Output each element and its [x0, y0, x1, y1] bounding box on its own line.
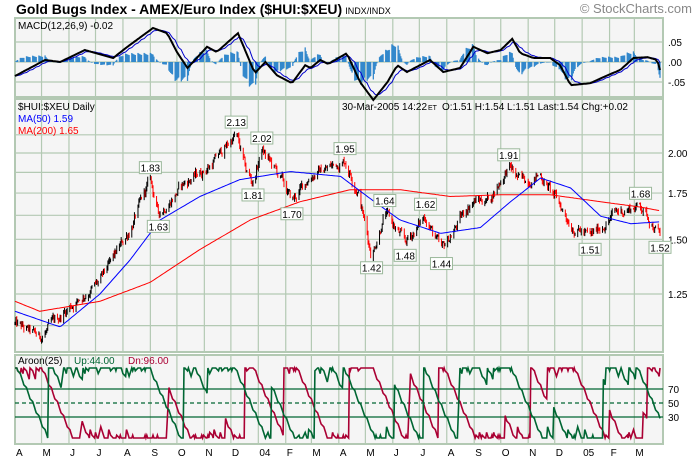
aroon-down-line — [15, 365, 661, 441]
ma50-line — [14, 171, 660, 328]
price-annotation-box — [578, 242, 602, 256]
month-label: A — [16, 448, 23, 459]
quote-timezone: ET — [428, 105, 438, 112]
ma50-label: MA(50) 1.59 — [18, 114, 73, 125]
price-annotation-box — [360, 261, 384, 275]
month-label: 04 — [259, 448, 271, 459]
month-label: J — [70, 448, 75, 459]
price-annotation-label: 1.95 — [335, 145, 355, 156]
price-annotation-label: 1.68 — [631, 189, 651, 200]
month-label: M — [635, 448, 643, 459]
price-annotation-label: 2.02 — [252, 134, 272, 145]
month-label: J — [420, 448, 425, 459]
aroon-label: Aroon(25) — [18, 356, 62, 367]
price-annotation-box — [393, 248, 417, 262]
price-annotation-label: 1.63 — [149, 222, 169, 233]
ma200-label: MA(200) 1.65 — [18, 126, 79, 137]
price-annotation-box — [280, 207, 304, 221]
price-annotation-box — [373, 194, 397, 208]
price-annotation-box — [414, 197, 438, 211]
month-label: O — [178, 448, 186, 459]
month-label: F — [611, 448, 617, 459]
price-annotation-label: 1.70 — [282, 210, 302, 221]
month-label: O — [502, 448, 510, 459]
price-annotation-label: 1.83 — [141, 164, 161, 175]
macd-tick-label: .00 — [668, 58, 682, 69]
title-text: Gold Bugs Index - AMEX/Euro Index ($HUI:… — [16, 1, 343, 17]
chart-title: Gold Bugs Index - AMEX/Euro Index ($HUI:… — [16, 1, 391, 17]
price-tick-label: 1.25 — [668, 290, 688, 301]
aroon-tick-label: 30 — [668, 413, 680, 424]
price-annotation-label: 1.62 — [416, 200, 436, 211]
price-annotation-label: 1.64 — [375, 197, 395, 208]
price-tick-label: 1.75 — [668, 189, 688, 200]
price-annotation-label: 2.13 — [226, 118, 246, 129]
price-label: $HUI:$XEU Daily — [18, 102, 95, 113]
aroon-up-line — [15, 365, 661, 442]
price-annotation-box — [429, 257, 453, 271]
price-annotation-box — [648, 240, 672, 254]
month-label: M — [366, 448, 374, 459]
macd-tick-label: .05 — [668, 38, 682, 49]
price-annotation-box — [241, 188, 265, 202]
price-annotation-label: 1.52 — [650, 243, 670, 254]
month-label: F — [287, 448, 293, 459]
month-label: A — [448, 448, 455, 459]
price-annotation-label: 1.44 — [432, 260, 452, 271]
month-label: D — [232, 448, 239, 459]
month-label: M — [43, 448, 51, 459]
price-tick-label: 2.00 — [668, 149, 688, 160]
price-annotation-label: 1.42 — [362, 264, 382, 275]
price-annotation-box — [250, 131, 274, 145]
price-tick-label: 1.50 — [668, 235, 688, 246]
macd-signal-line — [14, 29, 661, 96]
macd-label: MACD(12,26,9) -0.02 — [18, 21, 113, 32]
exchange-label: INDX/INDX — [345, 6, 391, 16]
month-label: S — [151, 448, 158, 459]
macd-line — [14, 26, 661, 102]
price-annotation-box — [138, 161, 162, 175]
aroon-up-label: Up:44.00 — [74, 356, 115, 367]
macd-tick-label: -.05 — [668, 78, 686, 89]
month-label: J — [97, 448, 102, 459]
month-label: N — [205, 448, 212, 459]
ma200-line — [14, 189, 660, 312]
quote-ohlc: O:1.51 H:1.54 L:1.51 Last:1.54 Chg:+0.02 — [442, 102, 628, 113]
copyright-watermark: © StockCharts.com — [579, 1, 692, 16]
quote-datetime: 30-Mar-2005 14:22 — [342, 102, 427, 113]
aroon-tick-label: 50 — [668, 399, 680, 410]
month-label: D — [556, 448, 563, 459]
month-label: M — [312, 448, 320, 459]
month-label: S — [475, 448, 482, 459]
price-annotation-label: 1.48 — [395, 251, 415, 262]
month-label: J — [394, 448, 399, 459]
price-annotation-label: 1.51 — [580, 245, 600, 256]
price-annotation-box — [224, 115, 248, 129]
price-annotation-box — [146, 219, 170, 233]
month-label: N — [529, 448, 536, 459]
price-annotation-box — [629, 186, 653, 200]
price-annotation-label: 1.81 — [243, 191, 263, 202]
aroon-down-label: Dn:96.00 — [128, 356, 169, 367]
month-label: 05 — [583, 448, 595, 459]
price-annotation-box — [497, 148, 521, 162]
aroon-tick-label: 70 — [668, 385, 680, 396]
price-annotation-box — [333, 142, 357, 156]
month-label: A — [340, 448, 347, 459]
price-annotation-label: 1.91 — [499, 151, 519, 162]
month-label: A — [124, 448, 131, 459]
